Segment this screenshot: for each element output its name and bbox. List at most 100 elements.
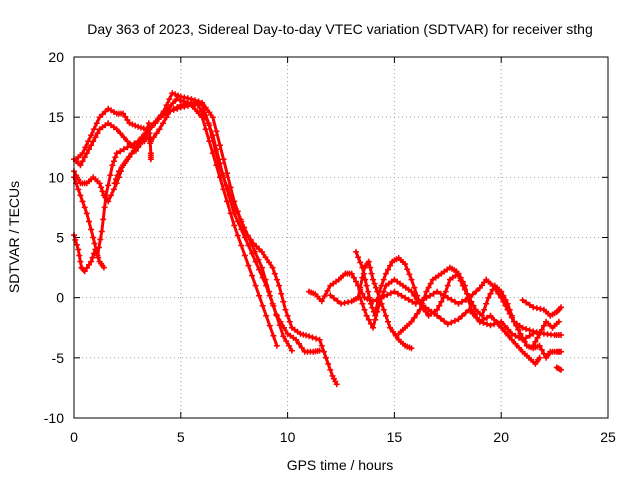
data-point [174,104,181,111]
data-point [532,338,539,345]
data-point [558,304,564,311]
data-point [533,305,540,312]
data-point [90,234,97,241]
data-point [281,324,287,331]
data-point [300,331,307,338]
data-point [367,300,374,307]
data-point [110,186,117,193]
data-point [387,290,394,297]
data-point [256,292,263,299]
data-point [166,96,173,103]
data-point [270,332,277,339]
y-axis-label: SDTVAR / TECUs [6,181,22,293]
data-point [140,125,147,132]
series-arc-11 [357,276,537,343]
data-point [100,264,107,271]
data-point [421,294,428,301]
data-point [462,309,469,316]
data-point [512,340,519,347]
data-point [455,300,462,307]
data-point [172,91,179,98]
data-point [99,188,106,195]
data-point [96,114,103,121]
data-point [282,306,289,313]
data-point [391,288,398,295]
data-point [245,262,252,269]
data-point [501,322,508,329]
data-point [316,336,323,343]
data-point [441,318,448,325]
data-point [90,126,97,133]
data-point [126,120,133,127]
data-point [434,288,441,295]
data-point [273,312,280,319]
data-point [93,120,100,127]
data-point [359,300,366,307]
data-point [97,236,104,243]
data-point [147,140,154,147]
data-point [202,126,209,133]
data-point [109,162,116,169]
data-point [199,102,206,109]
data-point [380,288,387,295]
data-point [92,134,99,141]
data-point [330,295,337,302]
data-point [494,319,501,326]
data-point [94,130,101,137]
grid-lines [73,56,609,419]
data-point [444,321,451,328]
data-point [508,312,515,319]
data-point [167,108,174,115]
data-point [241,252,248,259]
data-point [280,333,287,340]
data-point [117,148,124,155]
data-point [91,240,98,247]
data-point [466,306,473,313]
data-point [286,318,293,325]
data-point [363,312,370,319]
data-point [224,186,231,193]
data-point [485,294,492,301]
data-point [234,208,241,215]
data-point [365,288,372,295]
data-point [141,138,148,145]
data-point [114,172,121,179]
data-point [540,322,547,329]
data-point [76,252,83,259]
data-point [360,270,367,277]
data-point [423,288,430,295]
data-point [500,292,507,299]
data-point [120,110,127,117]
data-point [142,132,149,139]
data-point [124,117,131,123]
data-point [526,301,533,308]
data-point [538,346,545,353]
data-point [414,296,421,303]
data-point [555,318,562,325]
data-point [73,241,80,248]
data-point [367,320,374,327]
data-point [483,300,490,307]
data-point [82,144,89,151]
data-point [206,109,213,116]
data-point [110,158,117,165]
data-point [309,334,316,341]
data-point [252,258,259,265]
y-tick-label: 15 [48,109,64,125]
data-point [177,93,184,100]
data-point [286,342,292,349]
x-tick-labels: 0 5 10 15 20 25 [70,429,616,445]
data-point [327,366,334,373]
data-point [81,268,88,275]
data-point [170,100,176,107]
data-point [270,302,277,309]
data-point [79,198,86,205]
data-point [144,126,151,133]
data-point [217,160,223,167]
x-tick-label: 5 [177,429,185,445]
data-point [436,302,443,309]
data-point [120,146,127,153]
data-point [188,99,195,106]
data-point [113,150,120,157]
